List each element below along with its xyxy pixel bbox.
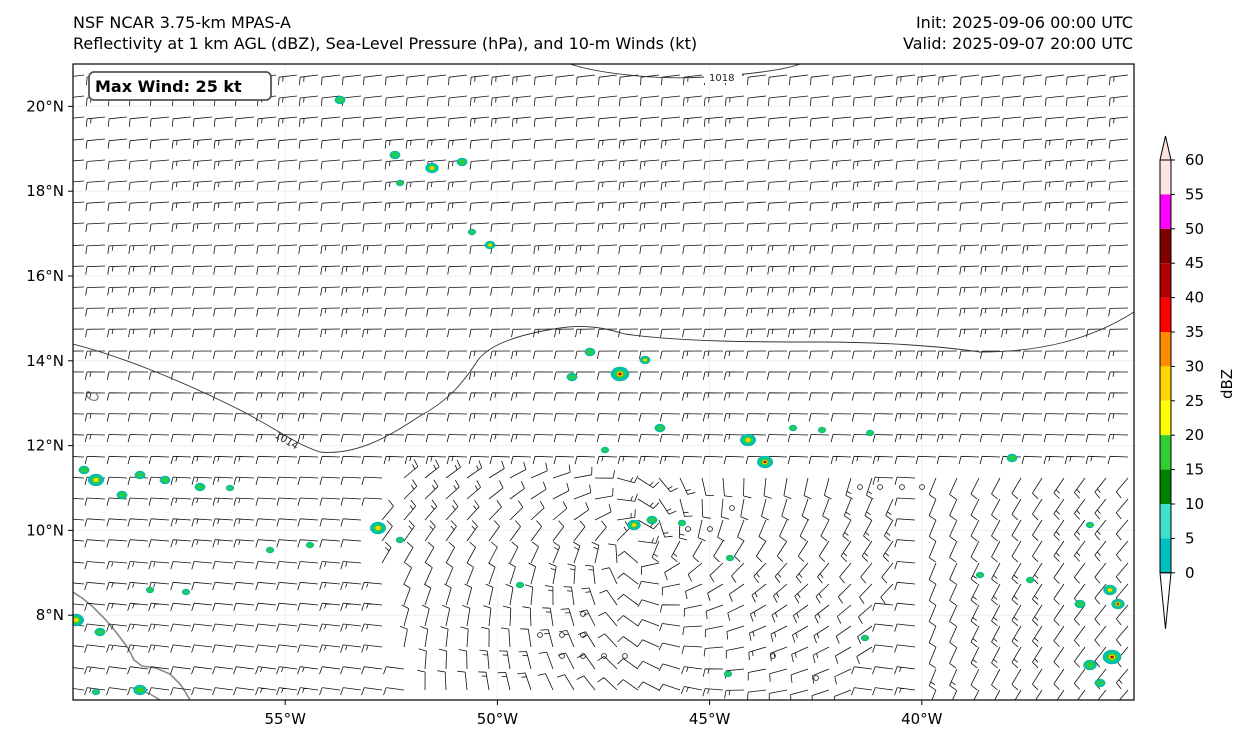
- reflectivity-cells: [73, 95, 1125, 696]
- colorbar-segment: [1160, 194, 1171, 229]
- colorbar-segment: [1160, 332, 1171, 367]
- map-background: [73, 64, 1134, 700]
- map-title: NSF NCAR 3.75-km MPAS-A Reflectivity at …: [73, 12, 697, 54]
- longitude-axis: 55°W 50°W 45°W 40°W: [264, 700, 943, 728]
- isobar-1014: [73, 311, 1134, 453]
- colorbar-segment: [1160, 366, 1171, 401]
- colorbar-tick-label: 5: [1185, 529, 1195, 547]
- colorbar-label: dBZ: [1218, 369, 1236, 399]
- lat-tick-label: 8°N: [36, 606, 64, 624]
- colorbar-tick-label: 10: [1185, 495, 1204, 513]
- lat-tick-label: 18°N: [26, 182, 64, 200]
- lat-tick-label: 10°N: [26, 521, 64, 539]
- colorbar-tick-label: 20: [1185, 426, 1204, 444]
- colorbar-segment: [1160, 538, 1171, 573]
- latitude-axis: 20°N 18°N 16°N 14°N 12°N 10°N 8°N: [26, 97, 73, 624]
- colorbar-tick-label: 25: [1185, 392, 1204, 410]
- max-wind-label: Max Wind: 25 kt: [95, 77, 242, 96]
- lat-tick-label: 20°N: [26, 97, 64, 115]
- colorbar-segment: [1160, 435, 1171, 470]
- colorbar-tick-label: 45: [1185, 254, 1204, 272]
- colorbar-tick-label: 55: [1185, 185, 1204, 203]
- colorbar-segment: [1160, 469, 1171, 504]
- lon-tick-label: 45°W: [689, 710, 731, 728]
- colorbar-tick-label: 50: [1185, 220, 1204, 238]
- lon-tick-label: 55°W: [264, 710, 306, 728]
- colorbar-tick-label: 60: [1185, 151, 1204, 169]
- isobar-label-1018: 1018: [709, 73, 734, 84]
- map-frame: [72, 63, 1135, 701]
- max-wind-box: Max Wind: 25 kt: [88, 71, 272, 101]
- wind-barbs: [73, 74, 1129, 700]
- colorbar-segment: [1160, 297, 1171, 332]
- colorbar-tick-label: 0: [1185, 564, 1195, 582]
- lon-tick-label: 50°W: [477, 710, 519, 728]
- colorbar-tick-label: 15: [1185, 461, 1204, 479]
- colorbar-tick-label: 30: [1185, 357, 1204, 375]
- colorbar: 0 5 10 15 20 25 30 35 40 45 50 55 60: [1159, 135, 1204, 629]
- model-name: NSF NCAR 3.75-km MPAS-A: [73, 13, 291, 32]
- field-description: Reflectivity at 1 km AGL (dBZ), Sea-Leve…: [73, 34, 698, 53]
- colorbar-segment: [1160, 263, 1171, 298]
- colorbar-segment: [1160, 400, 1171, 436]
- colorbar-segment: [1160, 228, 1171, 264]
- lon-tick-label: 40°W: [901, 710, 943, 728]
- lat-tick-label: 12°N: [26, 437, 64, 455]
- graticule: [73, 64, 1134, 700]
- time-info: Init: 2025-09-06 00:00 UTC Valid: 2025-0…: [903, 12, 1133, 54]
- init-time: Init: 2025-09-06 00:00 UTC: [915, 13, 1133, 32]
- colorbar-tick-label: 35: [1185, 323, 1204, 341]
- lat-tick-label: 16°N: [26, 267, 64, 285]
- valid-time: Valid: 2025-09-07 20:00 UTC: [902, 34, 1133, 53]
- colorbar-tick-label: 40: [1185, 289, 1204, 307]
- colorbar-segment: [1160, 160, 1171, 195]
- colorbar-segment: [1160, 504, 1171, 539]
- lat-tick-label: 14°N: [26, 352, 64, 370]
